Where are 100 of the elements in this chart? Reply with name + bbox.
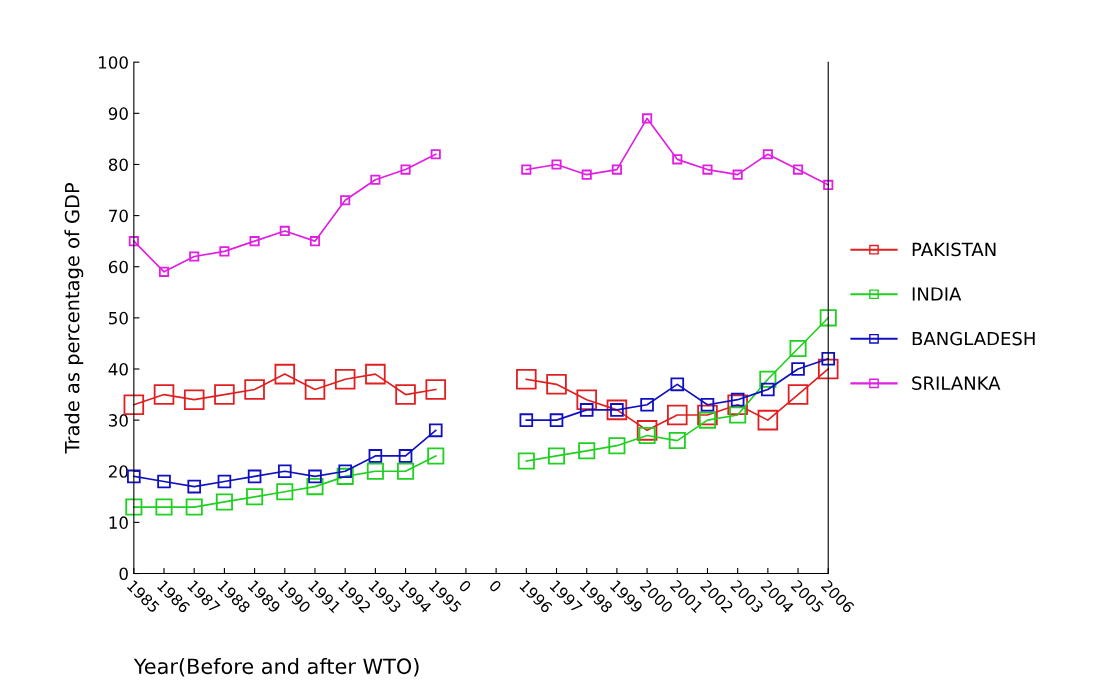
- point: [697, 404, 718, 426]
- point: [397, 462, 415, 480]
- point: [698, 411, 717, 429]
- point: [428, 423, 443, 438]
- y-tick-label: 10: [109, 516, 128, 529]
- legend-label: INDIA: [912, 287, 962, 301]
- point: [334, 368, 356, 390]
- point: [368, 449, 383, 463]
- point: [276, 483, 294, 501]
- y-tick-label: 60: [108, 260, 128, 274]
- point: [819, 309, 837, 327]
- point: [189, 251, 200, 262]
- point: [546, 374, 567, 395]
- point: [789, 339, 807, 358]
- point: [157, 474, 171, 489]
- point: [155, 498, 173, 516]
- point: [759, 370, 777, 388]
- point: [308, 469, 322, 484]
- point: [787, 384, 809, 405]
- point: [636, 420, 658, 441]
- point: [576, 389, 597, 410]
- point: [217, 474, 232, 489]
- point: [244, 379, 265, 400]
- point: [727, 394, 748, 416]
- y-tick-label: 50: [109, 311, 128, 325]
- point: [277, 464, 292, 479]
- point: [578, 442, 596, 460]
- point: [309, 236, 321, 247]
- point: [187, 479, 202, 494]
- point: [638, 426, 656, 445]
- point: [521, 164, 532, 175]
- y-tick-label: 20: [108, 465, 128, 478]
- point: [427, 447, 445, 465]
- point: [611, 164, 622, 175]
- point: [547, 447, 566, 465]
- point: [608, 437, 626, 455]
- point: [125, 498, 143, 516]
- point: [215, 493, 233, 511]
- point: [519, 413, 534, 427]
- point: [757, 409, 779, 431]
- point: [792, 164, 804, 175]
- point: [762, 149, 773, 160]
- y-axis-title: Trade as percentage of GDP: [64, 182, 84, 454]
- point: [123, 394, 145, 416]
- y-tick-label: 80: [108, 158, 128, 172]
- point: [370, 174, 381, 185]
- point: [365, 363, 386, 385]
- point: [249, 236, 260, 247]
- point: [279, 225, 290, 237]
- point: [761, 382, 775, 397]
- point: [640, 397, 654, 412]
- point: [158, 266, 170, 277]
- x-tick-label: 0: [458, 579, 472, 593]
- point: [672, 154, 683, 165]
- y-tick-label: 90: [108, 107, 128, 120]
- point: [185, 498, 203, 516]
- legend-label: PAKISTAN: [912, 242, 996, 257]
- x-tick-label: 0: [488, 579, 503, 593]
- point: [338, 464, 352, 479]
- point: [579, 403, 594, 417]
- point: [791, 362, 805, 376]
- point: [274, 363, 296, 385]
- point: [395, 384, 416, 405]
- point: [670, 377, 685, 392]
- point: [516, 368, 537, 390]
- point: [642, 113, 653, 124]
- point: [666, 404, 688, 426]
- point: [549, 413, 564, 427]
- point: [306, 478, 324, 496]
- point: [400, 164, 411, 175]
- point: [700, 397, 715, 412]
- x-axis-title: Year(Before and after WTO): [133, 658, 419, 677]
- point: [398, 449, 413, 463]
- point: [823, 179, 834, 190]
- y-tick-label: 30: [109, 414, 128, 427]
- point: [214, 384, 235, 405]
- point: [247, 469, 262, 484]
- point: [702, 164, 713, 175]
- y-tick-label: 70: [109, 209, 128, 223]
- y-tick-label: 100: [98, 56, 128, 69]
- point: [219, 246, 230, 257]
- point: [340, 195, 351, 206]
- point: [517, 452, 535, 470]
- point: [128, 236, 139, 247]
- point: [183, 389, 205, 410]
- point: [153, 384, 175, 405]
- point: [729, 406, 747, 424]
- point: [425, 379, 447, 400]
- y-tick-label: 40: [108, 362, 128, 376]
- legend-label: BANGLADESH: [912, 331, 1035, 346]
- point: [336, 467, 354, 485]
- legend-label: SRILANKA: [912, 376, 1001, 390]
- y-tick-label: 0: [119, 567, 128, 581]
- point: [127, 469, 141, 484]
- point: [304, 379, 326, 400]
- point: [246, 488, 264, 506]
- point: [668, 432, 686, 450]
- point: [581, 169, 592, 180]
- point: [821, 351, 836, 366]
- point: [732, 169, 743, 180]
